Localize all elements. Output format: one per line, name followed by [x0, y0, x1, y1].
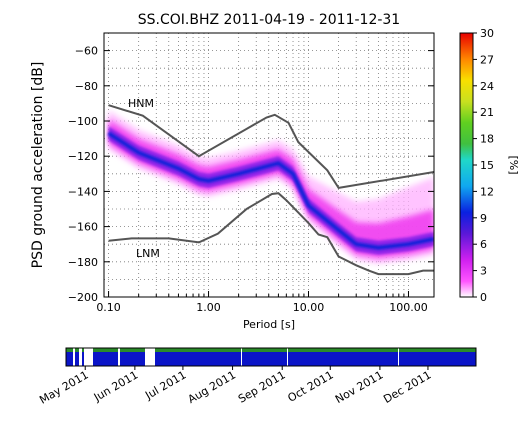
colorbar-tick-label: 30 — [480, 27, 494, 40]
lnm-label: LNM — [136, 247, 160, 260]
timeline-gap — [73, 348, 75, 366]
y-tick-label: −120 — [68, 150, 98, 163]
timeline-gap — [118, 348, 120, 366]
x-axis-label: Period [s] — [243, 318, 295, 331]
availability-timeline — [65, 347, 477, 367]
x-tick-label: 10.00 — [293, 301, 325, 314]
colorbar-ticks: 0 3 6 9 12 15 18 21 24 27 30 — [473, 27, 494, 304]
timeline-gap — [84, 348, 93, 366]
psd-density — [107, 110, 434, 264]
timeline-gap — [241, 348, 242, 366]
colorbar-tick-label: 12 — [480, 185, 494, 198]
colorbar-tick-label: 3 — [480, 265, 487, 278]
chart-title: SS.COI.BHZ 2011-04-19 - 2011-12-31 — [138, 12, 400, 28]
colorbar-tick-label: 27 — [480, 53, 494, 66]
lnm-curve — [108, 192, 434, 276]
hnm-curve — [108, 104, 434, 189]
y-axis: −60 −80 −100 −120 −140 −160 −180 −200 — [68, 45, 434, 304]
density-ridge — [107, 131, 434, 250]
timeline-bar — [66, 348, 476, 366]
x-tick-label: 0.10 — [96, 301, 121, 314]
timeline-tick-label: Nov 2011 — [333, 368, 385, 406]
colorbar-tick-label: 24 — [480, 80, 494, 93]
y-tick-label: −180 — [68, 256, 98, 269]
colorbar — [459, 32, 474, 298]
x-tick-label: 1.00 — [196, 301, 221, 314]
y-tick-label: −140 — [68, 185, 98, 198]
y-tick-label: −60 — [75, 45, 98, 58]
colorbar-tick-label: 15 — [480, 159, 494, 172]
y-tick-label: −80 — [75, 80, 98, 93]
density-band-core — [108, 126, 434, 255]
timeline-tick-label: Jul 2011 — [142, 368, 188, 402]
colorbar-tick-label: 9 — [480, 212, 487, 225]
timeline-gap — [145, 348, 155, 366]
colorbar-tick-label: 0 — [480, 291, 487, 304]
timeline-gaps — [73, 348, 399, 366]
hnm-label: HNM — [128, 97, 154, 110]
colorbar-tick-label: 18 — [480, 133, 494, 146]
x-tick-label: 100.00 — [389, 301, 428, 314]
y-tick-label: −160 — [68, 221, 98, 234]
colorbar-tick-label: 21 — [480, 106, 494, 119]
timeline-frame — [65, 347, 477, 367]
colorbar-label: [%] — [507, 155, 520, 174]
timeline-tick-label: Jun 2011 — [91, 368, 141, 404]
timeline-tick-label: Dec 2011 — [381, 368, 433, 406]
timeline-gap — [287, 348, 288, 366]
timeline-tick-label: Oct 2011 — [286, 368, 336, 405]
timeline-top-strip — [66, 348, 476, 352]
timeline-gap — [398, 348, 399, 366]
colorbar-tick-label: 6 — [480, 238, 487, 251]
density-band-mid — [108, 119, 434, 259]
timeline-tick-label: Sep 2011 — [236, 368, 288, 405]
y-tick-label: −200 — [68, 291, 98, 304]
timeline-gap — [79, 348, 82, 366]
timeline-tick-label: Aug 2011 — [186, 368, 238, 406]
timeline-tick-label: May 2011 — [37, 368, 90, 406]
x-axis: 0.10 1.00 10.00 100.00 — [96, 291, 428, 314]
y-axis-label: PSD ground acceleration [dB] — [30, 62, 46, 269]
y-tick-label: −100 — [68, 115, 98, 128]
